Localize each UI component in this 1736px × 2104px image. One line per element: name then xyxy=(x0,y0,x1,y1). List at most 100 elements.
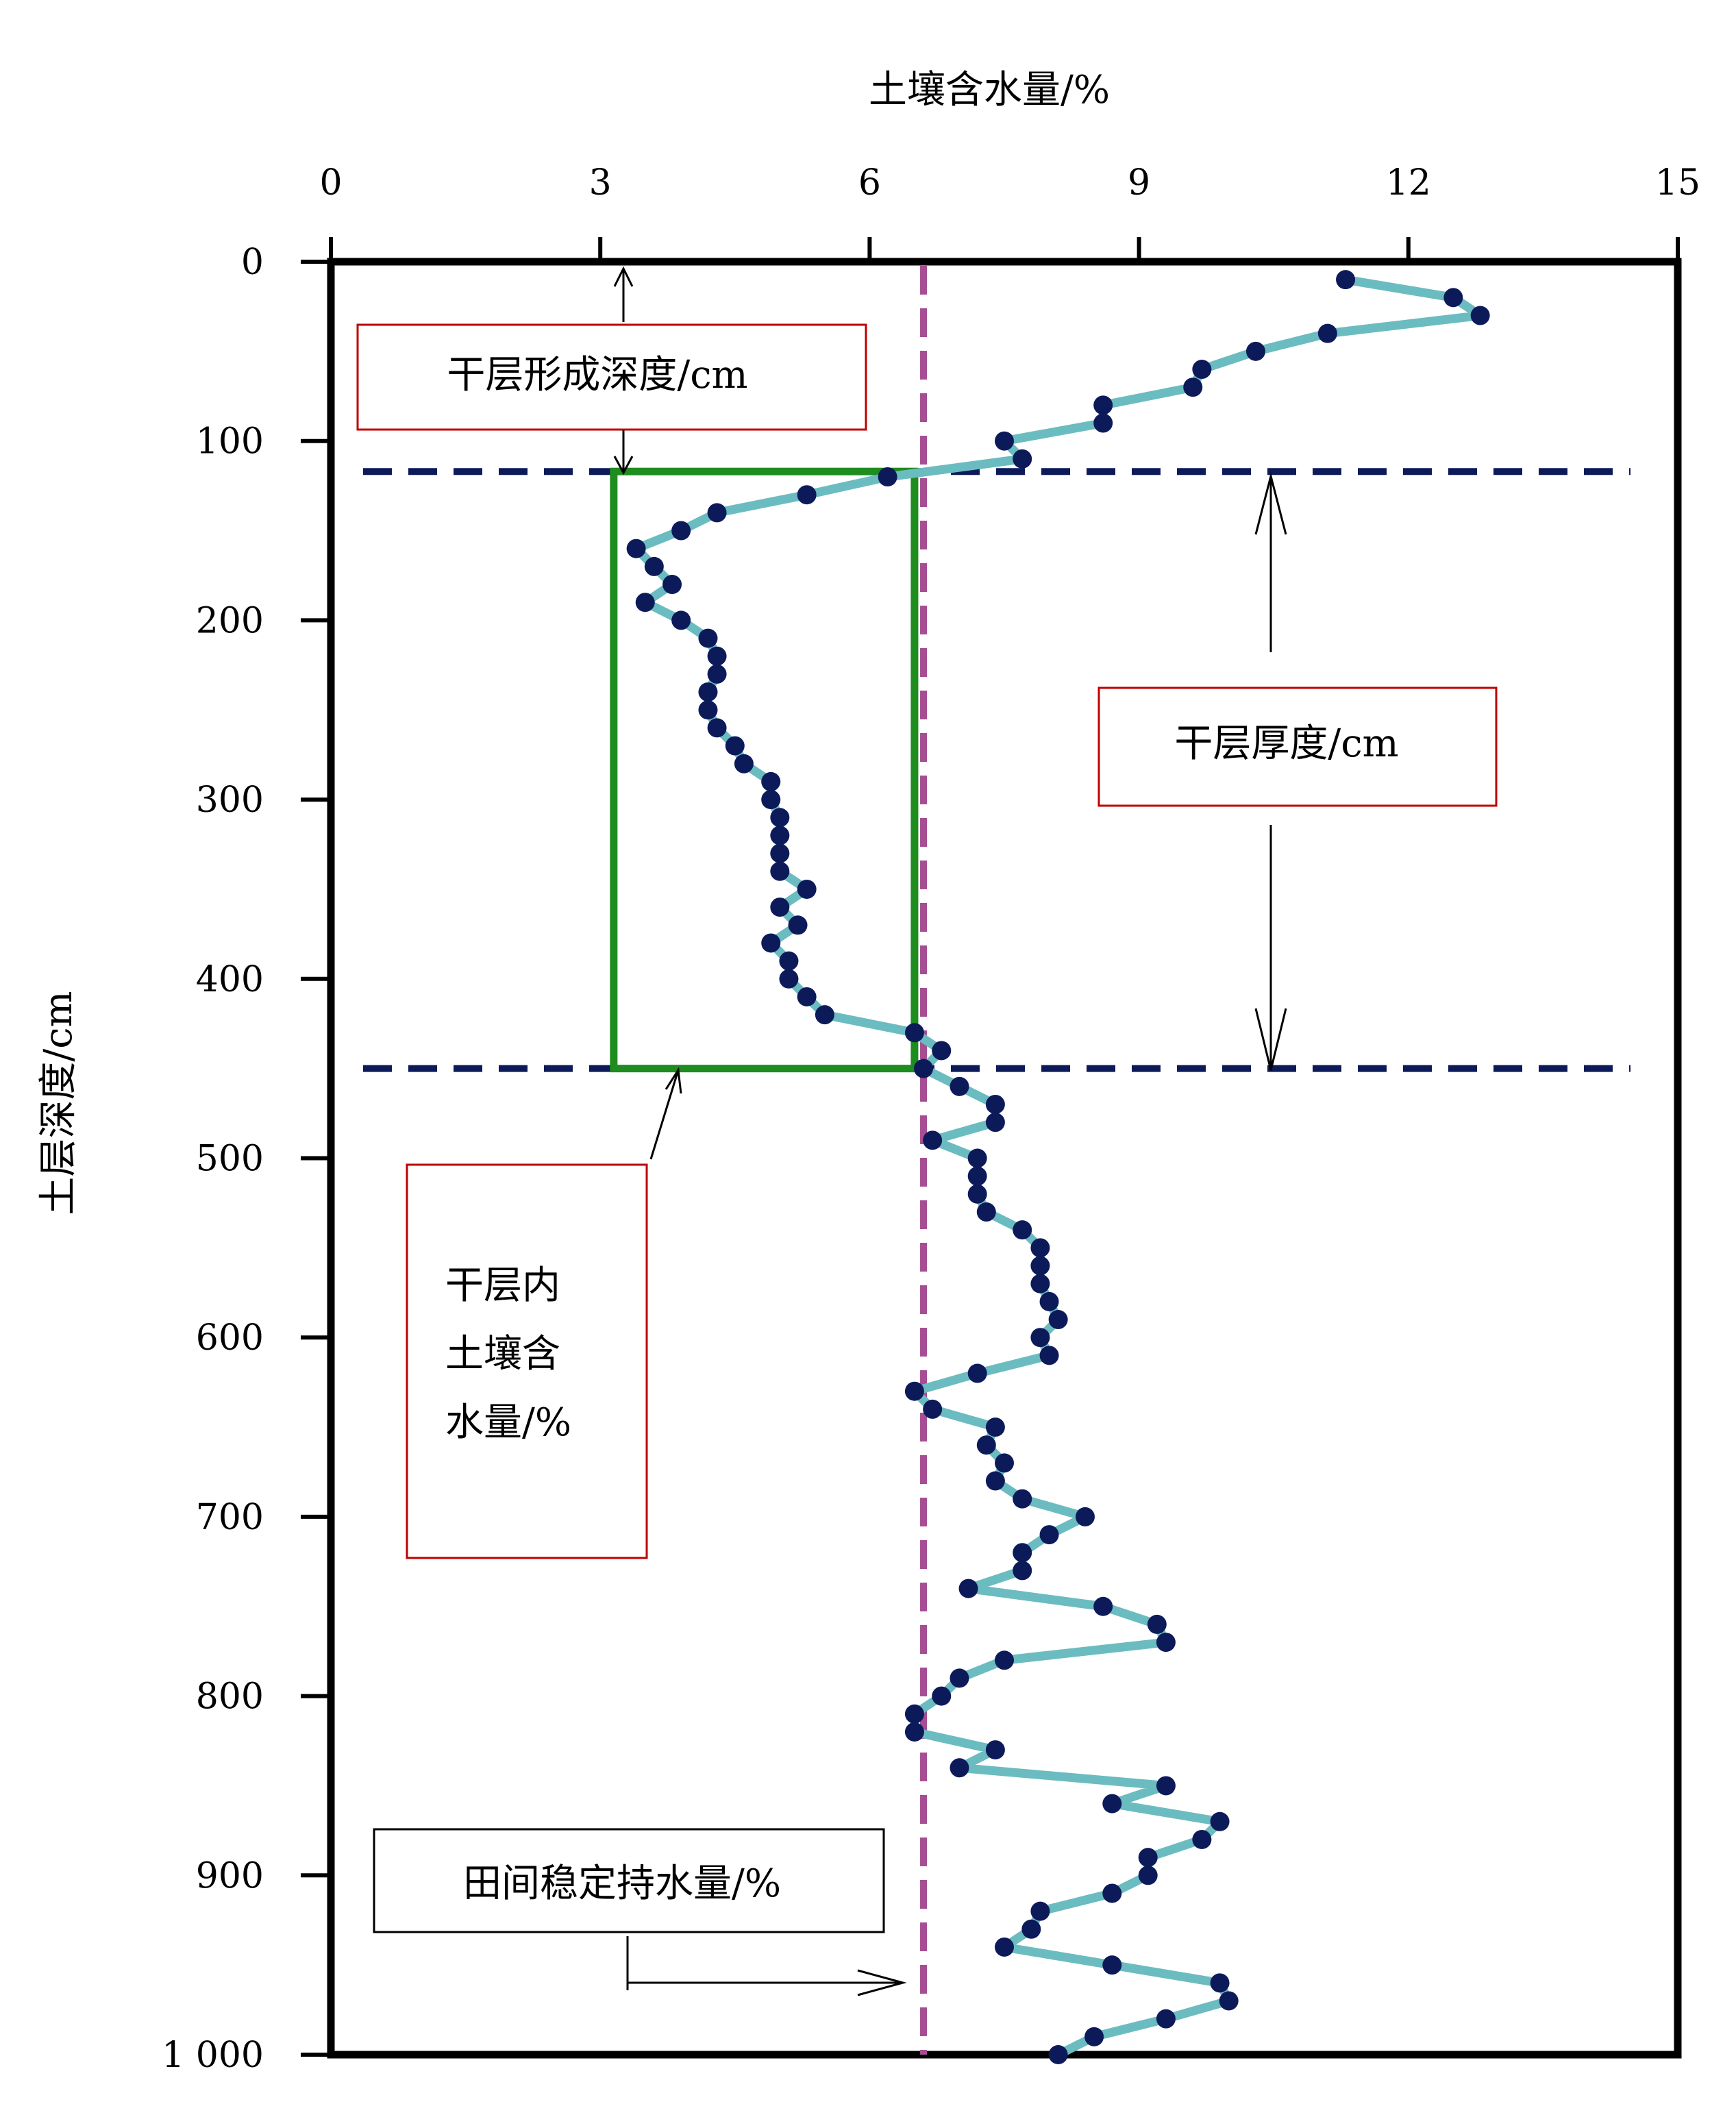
data-point xyxy=(779,969,799,989)
data-point xyxy=(1030,1274,1050,1294)
y-tick-label: 600 xyxy=(196,1317,264,1359)
data-point xyxy=(1156,2009,1176,2029)
series-water-content xyxy=(626,270,1490,2064)
x-tick-label: 3 xyxy=(589,162,612,203)
data-point xyxy=(1245,341,1265,361)
data-point xyxy=(1030,1328,1050,1348)
data-point xyxy=(932,1041,952,1061)
thickness-label: 干层厚度/cm xyxy=(1174,721,1398,766)
data-point xyxy=(1192,360,1212,380)
data-point xyxy=(1093,413,1113,433)
field-capacity-label-box xyxy=(373,1828,885,1933)
data-point xyxy=(967,1184,987,1204)
dry-layer-moisture-label-box xyxy=(406,1163,648,1559)
formation-depth-label: 干层形成深度/cm xyxy=(447,353,747,397)
data-point xyxy=(707,646,727,666)
data-point xyxy=(761,790,781,810)
data-point xyxy=(950,1668,969,1688)
data-point xyxy=(985,1094,1005,1114)
data-point xyxy=(995,431,1014,451)
data-point xyxy=(1039,1291,1059,1311)
data-point xyxy=(1156,1776,1176,1796)
data-point xyxy=(797,879,817,899)
data-point xyxy=(1210,1811,1230,1831)
x-tick-label: 15 xyxy=(1655,162,1700,203)
y-tick-label: 1 000 xyxy=(162,2035,264,2076)
data-point xyxy=(797,485,817,505)
y-tick-label: 400 xyxy=(196,959,264,1000)
data-point xyxy=(698,628,718,648)
data-point xyxy=(1183,378,1203,397)
data-point xyxy=(1013,1561,1032,1581)
data-point xyxy=(770,898,790,917)
data-point xyxy=(626,539,646,558)
data-point xyxy=(967,1148,987,1168)
data-point xyxy=(662,575,682,595)
dry-layer-moisture-line-3: 水量/% xyxy=(445,1400,571,1445)
thickness-label-box xyxy=(1098,686,1498,807)
data-point xyxy=(904,1381,924,1401)
data-point xyxy=(1138,1866,1158,1885)
x-tick-label: 9 xyxy=(1128,162,1150,203)
data-point xyxy=(1336,270,1356,290)
data-point xyxy=(707,664,727,684)
data-point xyxy=(770,826,790,845)
data-point xyxy=(635,593,655,612)
data-point xyxy=(985,1740,1005,1760)
formation-depth-label-box xyxy=(356,323,867,431)
data-point xyxy=(779,951,799,971)
axis-ticks: 0 3 6 9 12 15 0 100 200 300 400 500 600 700 800 900 1 00… xyxy=(162,162,1700,2076)
y-tick-label: 200 xyxy=(196,600,264,641)
data-point xyxy=(707,718,727,738)
y-tick-label: 100 xyxy=(196,421,264,462)
data-point xyxy=(1021,1919,1041,1939)
x-tick-label: 6 xyxy=(858,162,881,203)
dry-layer-moisture-line-1: 干层内 xyxy=(445,1263,560,1308)
x-tick-label: 12 xyxy=(1386,162,1431,203)
dry-layer-box xyxy=(610,467,919,1073)
data-point xyxy=(976,1435,996,1455)
data-point xyxy=(1102,1794,1122,1814)
y-tick-label: 900 xyxy=(196,1855,264,1896)
data-point xyxy=(1030,1901,1050,1921)
data-point xyxy=(671,610,691,630)
data-point xyxy=(923,1399,943,1419)
x-tick-label: 0 xyxy=(319,162,342,203)
data-point xyxy=(950,1758,969,1778)
data-point xyxy=(904,1704,924,1724)
data-point xyxy=(1013,1489,1032,1509)
data-point xyxy=(985,1418,1005,1437)
data-point xyxy=(995,1650,1014,1670)
data-point xyxy=(815,1005,834,1025)
y-tick-label: 300 xyxy=(196,780,264,821)
y-tick-label: 700 xyxy=(196,1497,264,1538)
data-point xyxy=(1013,1543,1032,1563)
y-tick-label: 0 xyxy=(241,242,264,283)
data-point xyxy=(770,843,790,863)
data-point xyxy=(770,808,790,828)
data-point xyxy=(1138,1848,1158,1868)
data-point xyxy=(1470,306,1490,325)
data-point xyxy=(958,1579,978,1598)
dry-layer-moisture-line-2: 土壤含 xyxy=(445,1332,560,1376)
data-point xyxy=(914,1059,934,1078)
data-point xyxy=(878,467,897,487)
data-point xyxy=(770,861,790,881)
data-point xyxy=(797,987,817,1006)
data-point xyxy=(1039,1346,1059,1365)
data-point xyxy=(1147,1614,1167,1634)
data-point xyxy=(1443,288,1463,308)
data-point xyxy=(1192,1829,1212,1849)
data-point xyxy=(1093,395,1113,415)
data-point xyxy=(1039,1525,1059,1545)
data-point xyxy=(734,754,754,773)
reference-lines xyxy=(363,266,1630,2055)
data-point xyxy=(1156,1633,1176,1653)
data-point xyxy=(725,736,745,756)
data-point xyxy=(967,1166,987,1186)
data-point xyxy=(1219,1991,1239,2011)
series-line xyxy=(632,275,1485,2059)
data-point xyxy=(1030,1256,1050,1276)
data-point xyxy=(1317,323,1337,343)
data-point xyxy=(995,1937,1014,1957)
